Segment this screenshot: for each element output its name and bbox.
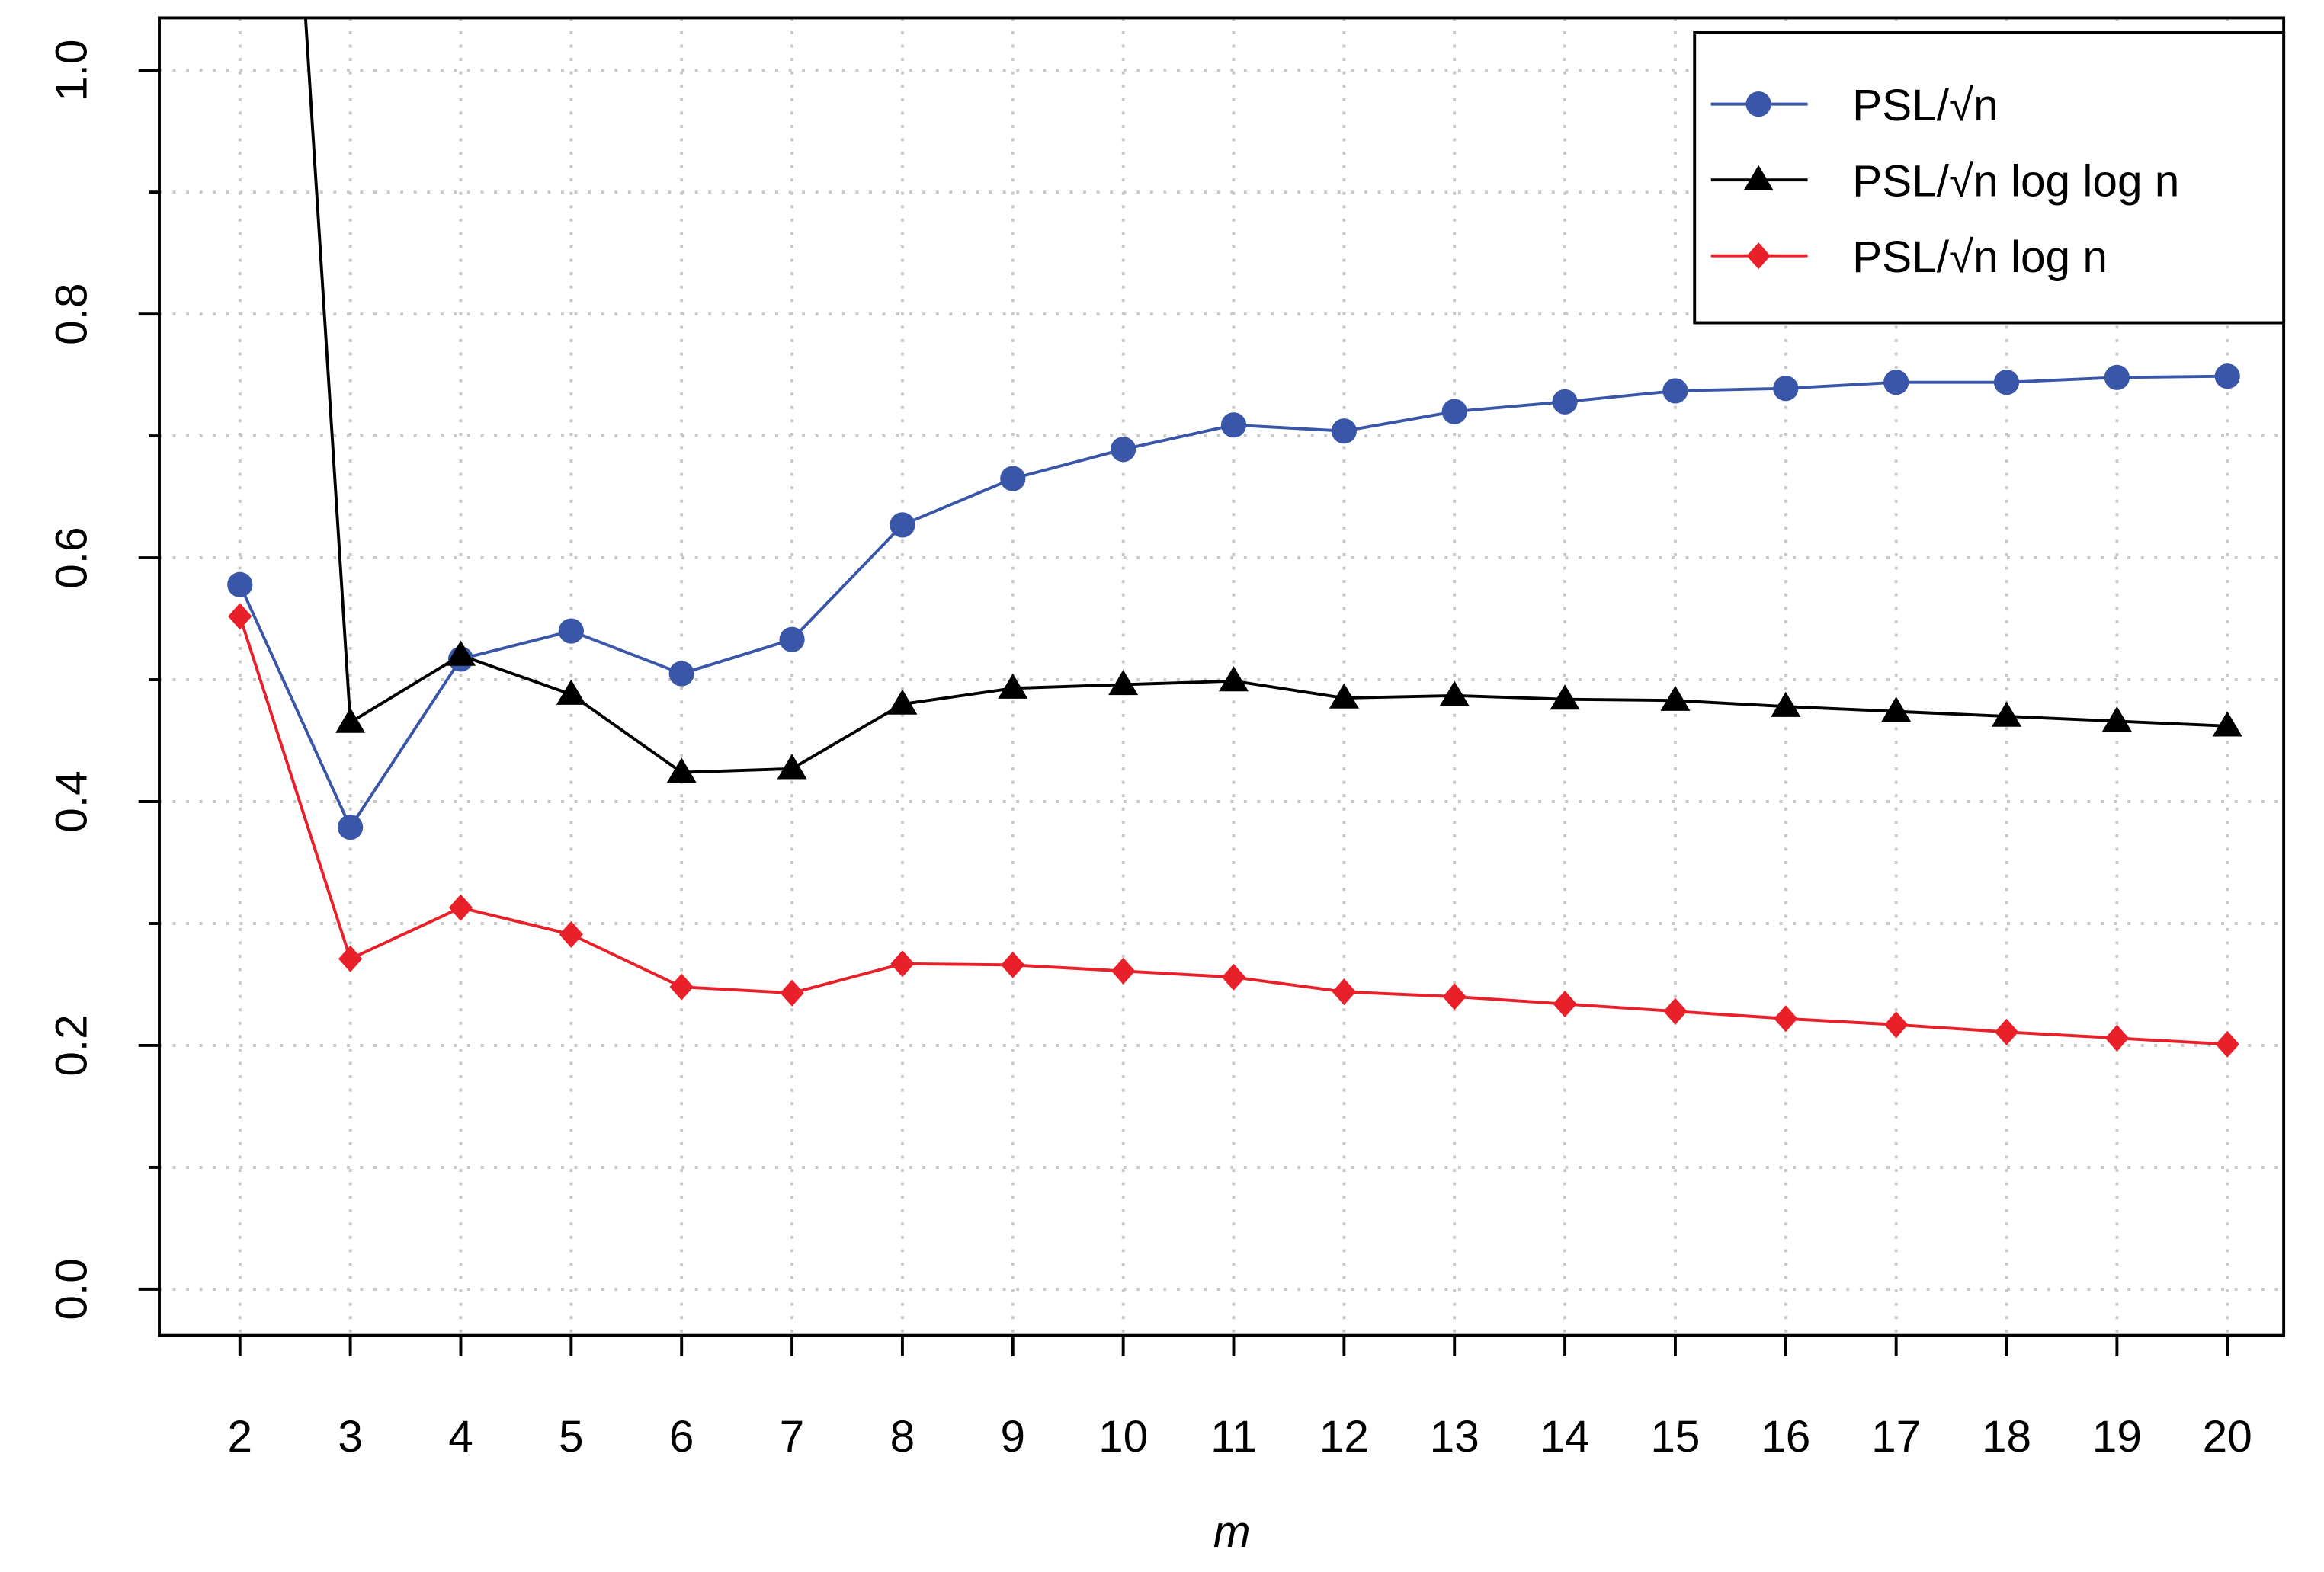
marker: [1883, 370, 1909, 395]
marker: [228, 603, 252, 630]
x-tick-label: 14: [1540, 1412, 1590, 1462]
marker: [779, 626, 805, 652]
marker: [1218, 666, 1249, 692]
marker: [445, 640, 476, 666]
marker: [1552, 389, 1578, 415]
marker: [1108, 669, 1139, 696]
x-tick-label: 3: [338, 1412, 363, 1462]
marker: [1550, 684, 1580, 710]
marker: [1441, 399, 1467, 424]
marker: [556, 679, 586, 705]
marker: [1221, 963, 1246, 991]
marker: [1331, 418, 1357, 444]
x-tick-label: 7: [780, 1412, 805, 1462]
x-tick-label: 8: [890, 1412, 915, 1462]
marker: [1662, 378, 1688, 404]
marker: [1992, 701, 2022, 727]
y-tick-label: 1.0: [46, 40, 96, 101]
marker: [1329, 683, 1359, 709]
x-tick-label: 12: [1319, 1412, 1369, 1462]
marker: [1442, 983, 1467, 1010]
plot-area: [227, 18, 2242, 1058]
marker: [1332, 978, 1356, 1006]
legend-label: PSL/√n log log n: [1852, 157, 2179, 207]
x-tick-label: 10: [1098, 1412, 1148, 1462]
marker: [1743, 165, 1774, 190]
x-tick-label: 15: [1650, 1412, 1700, 1462]
x-tick-label: 4: [448, 1412, 473, 1462]
marker: [1000, 466, 1026, 491]
legend: PSL/√n PSL/√n log log n PSL/√n log n: [1693, 30, 2286, 325]
marker: [1884, 1011, 1909, 1039]
marker: [338, 815, 364, 840]
plot-frame: [158, 16, 2286, 1337]
marker: [887, 689, 918, 715]
marker: [2101, 706, 2132, 732]
marker: [1881, 696, 1912, 722]
x-tick-label: 16: [1761, 1412, 1810, 1462]
marker: [666, 757, 697, 783]
marker: [998, 673, 1028, 699]
marker: [780, 979, 804, 1007]
axes: 2 3 4 5 6 7 8 9 10 11 12 13 14 15 16 17 18 19 20 0.0 0.2 0.4 0…: [46, 40, 2252, 1462]
marker: [1001, 951, 1025, 978]
marker: [1771, 691, 1801, 717]
marker: [1993, 370, 2020, 395]
marker: [227, 571, 253, 597]
marker: [2104, 1024, 2129, 1052]
marker: [1745, 91, 1771, 117]
marker: [558, 618, 584, 644]
legend-label: PSL/√n: [1852, 81, 1999, 130]
marker: [1994, 1018, 2019, 1045]
x-tick-label: 18: [1982, 1412, 2031, 1462]
y-tick-label: 0.6: [46, 527, 96, 588]
x-axis-label: m: [1213, 1507, 1251, 1557]
marker: [559, 920, 583, 948]
marker: [890, 512, 915, 538]
grid: [159, 18, 2284, 1336]
y-tick-label: 0.4: [46, 770, 96, 832]
x-tick-label: 19: [2092, 1412, 2142, 1462]
x-tick-label: 13: [1430, 1412, 1479, 1462]
marker: [2104, 364, 2130, 390]
marker: [335, 707, 366, 733]
x-tick-label: 5: [559, 1412, 584, 1462]
legend-label: PSL/√n log n: [1852, 232, 2108, 282]
marker: [777, 754, 807, 780]
marker: [2214, 363, 2240, 389]
y-tick-label: 0.2: [46, 1014, 96, 1076]
marker: [1553, 990, 1577, 1018]
marker: [1111, 437, 1136, 463]
marker: [1111, 957, 1136, 985]
marker: [1773, 376, 1799, 402]
marker: [448, 894, 473, 921]
marker: [1660, 685, 1691, 711]
y-tick-label: 0.0: [46, 1258, 96, 1320]
marker: [1439, 680, 1470, 706]
legend-box: [1693, 30, 2286, 325]
marker: [668, 661, 694, 687]
marker: [1774, 1005, 1798, 1033]
series-line: [238, 374, 2228, 831]
marker: [2212, 711, 2242, 737]
x-tick-label: 11: [1210, 1412, 1257, 1462]
x-tick-label: 17: [1871, 1412, 1921, 1462]
marker: [669, 973, 694, 1001]
marker: [2215, 1030, 2239, 1058]
x-tick-label: 20: [2203, 1412, 2252, 1462]
marker: [1220, 412, 1247, 438]
x-tick-label: 6: [669, 1412, 694, 1462]
y-tick-label: 0.8: [46, 283, 96, 344]
marker: [890, 950, 915, 978]
marker: [1663, 997, 1688, 1025]
x-tick-label: 2: [227, 1412, 252, 1462]
marker: [338, 945, 363, 972]
x-tick-label: 9: [1001, 1412, 1026, 1462]
